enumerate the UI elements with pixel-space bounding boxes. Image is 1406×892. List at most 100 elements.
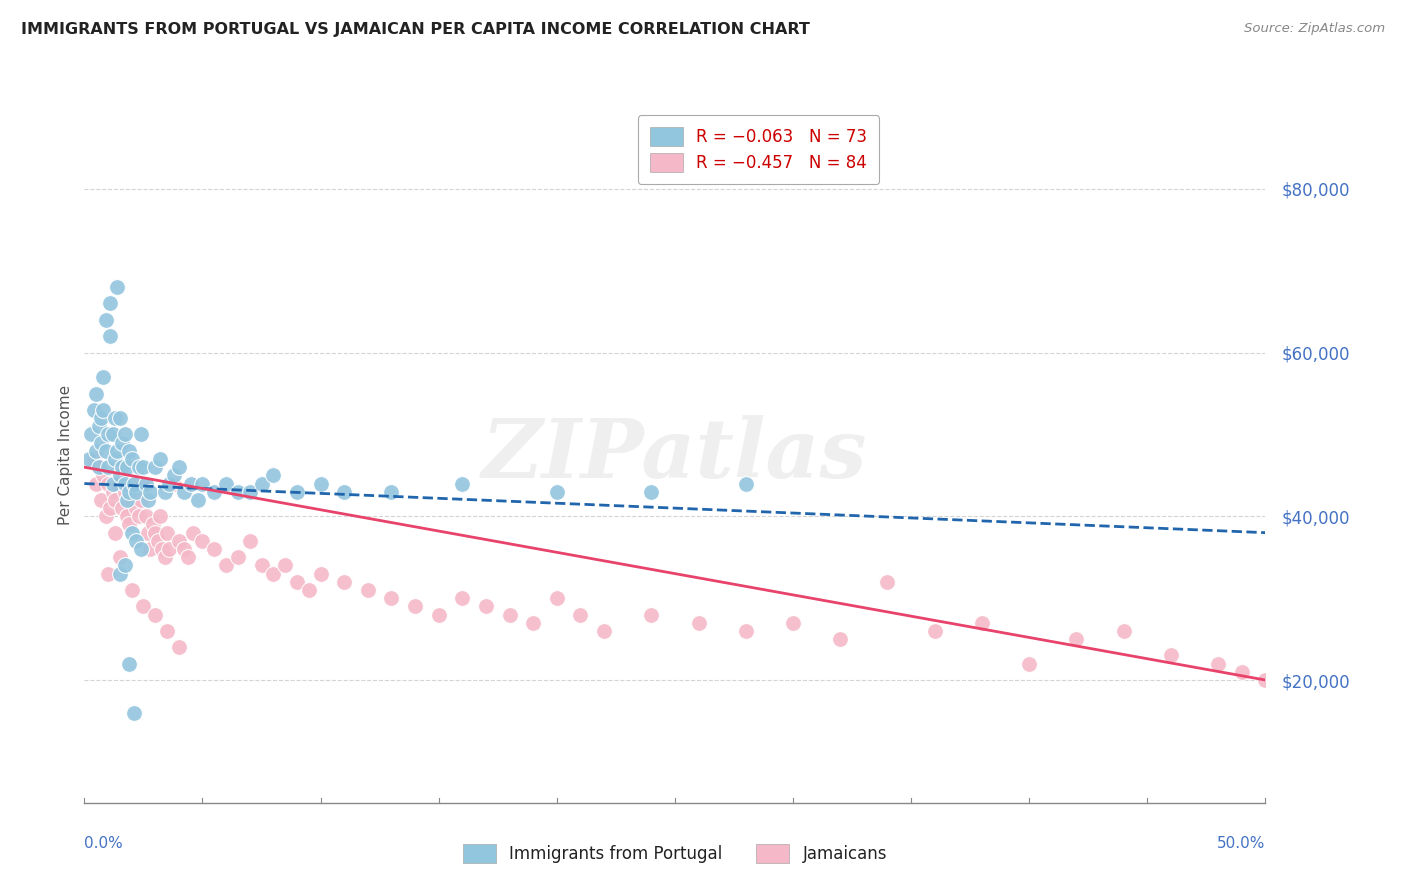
- Point: [215, 476, 238, 491]
- Point: [427, 607, 450, 622]
- Point: [80, 427, 103, 442]
- Point: [97, 460, 120, 475]
- Point: [146, 533, 169, 548]
- Point: [108, 460, 131, 475]
- Point: [97, 566, 120, 581]
- Point: [924, 624, 946, 638]
- Point: [309, 566, 332, 581]
- Point: [121, 582, 143, 597]
- Point: [108, 566, 131, 581]
- Point: [1160, 648, 1182, 663]
- Point: [121, 452, 143, 467]
- Point: [108, 550, 131, 565]
- Point: [77, 452, 100, 467]
- Point: [143, 525, 166, 540]
- Point: [475, 599, 498, 614]
- Point: [970, 615, 993, 630]
- Point: [1112, 624, 1135, 638]
- Point: [640, 607, 662, 622]
- Point: [262, 566, 284, 581]
- Point: [136, 492, 159, 507]
- Point: [177, 550, 200, 565]
- Point: [285, 484, 308, 499]
- Point: [97, 427, 120, 442]
- Point: [114, 427, 136, 442]
- Point: [101, 427, 124, 442]
- Point: [139, 484, 162, 499]
- Point: [87, 460, 110, 475]
- Point: [115, 460, 138, 475]
- Point: [91, 370, 114, 384]
- Point: [546, 591, 568, 606]
- Point: [94, 443, 117, 458]
- Point: [129, 427, 152, 442]
- Point: [132, 599, 155, 614]
- Point: [90, 492, 112, 507]
- Point: [111, 501, 134, 516]
- Point: [167, 460, 190, 475]
- Point: [143, 460, 166, 475]
- Point: [101, 484, 124, 499]
- Point: [115, 509, 138, 524]
- Point: [333, 484, 356, 499]
- Point: [876, 574, 898, 589]
- Point: [118, 484, 141, 499]
- Point: [215, 558, 238, 573]
- Point: [163, 476, 186, 491]
- Point: [173, 542, 195, 557]
- Point: [142, 517, 165, 532]
- Point: [181, 525, 204, 540]
- Point: [135, 509, 157, 524]
- Point: [98, 329, 121, 343]
- Point: [114, 484, 136, 499]
- Point: [84, 443, 107, 458]
- Point: [114, 558, 136, 573]
- Point: [734, 624, 756, 638]
- Point: [688, 615, 710, 630]
- Point: [1206, 657, 1229, 671]
- Point: [202, 542, 225, 557]
- Point: [380, 591, 402, 606]
- Point: [191, 533, 214, 548]
- Point: [97, 476, 120, 491]
- Legend: Immigrants from Portugal, Jamaicans: Immigrants from Portugal, Jamaicans: [451, 832, 898, 874]
- Point: [226, 484, 249, 499]
- Text: Source: ZipAtlas.com: Source: ZipAtlas.com: [1244, 22, 1385, 36]
- Point: [153, 550, 176, 565]
- Point: [122, 476, 145, 491]
- Point: [121, 525, 143, 540]
- Point: [128, 509, 150, 524]
- Text: IMMIGRANTS FROM PORTUGAL VS JAMAICAN PER CAPITA INCOME CORRELATION CHART: IMMIGRANTS FROM PORTUGAL VS JAMAICAN PER…: [21, 22, 810, 37]
- Point: [150, 542, 173, 557]
- Point: [180, 476, 202, 491]
- Point: [128, 460, 150, 475]
- Point: [118, 517, 141, 532]
- Point: [129, 492, 152, 507]
- Point: [84, 476, 107, 491]
- Point: [111, 435, 134, 450]
- Point: [1230, 665, 1253, 679]
- Point: [163, 468, 186, 483]
- Point: [98, 296, 121, 310]
- Text: ZIPatlas: ZIPatlas: [482, 415, 868, 495]
- Point: [87, 419, 110, 434]
- Point: [94, 509, 117, 524]
- Point: [132, 460, 155, 475]
- Point: [546, 484, 568, 499]
- Point: [569, 607, 592, 622]
- Point: [125, 484, 148, 499]
- Point: [187, 492, 209, 507]
- Point: [153, 484, 176, 499]
- Point: [107, 476, 129, 491]
- Point: [274, 558, 297, 573]
- Point: [143, 607, 166, 622]
- Point: [108, 411, 131, 425]
- Point: [640, 484, 662, 499]
- Point: [298, 582, 321, 597]
- Point: [451, 591, 474, 606]
- Point: [734, 476, 756, 491]
- Point: [1254, 673, 1277, 687]
- Point: [84, 386, 107, 401]
- Point: [83, 452, 105, 467]
- Point: [498, 607, 520, 622]
